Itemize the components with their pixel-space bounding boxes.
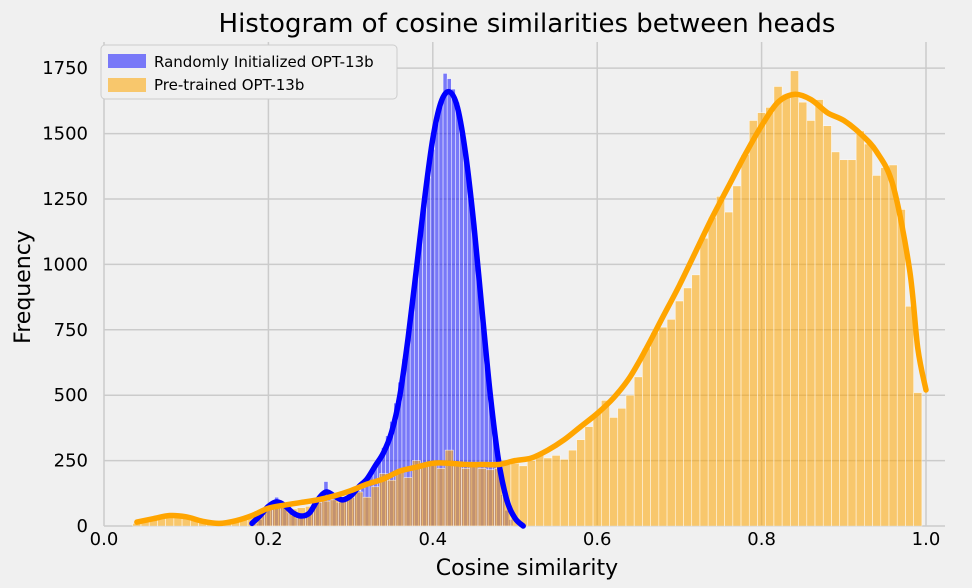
pretrained-bar [707,216,717,527]
pretrained-bar [403,477,413,527]
pretrained-bar [584,426,594,527]
pretrained-bar [568,449,577,527]
pretrained-bar [880,167,890,527]
pretrained-bar [839,159,849,527]
legend-label-random: Randomly Initialized OPT-13b [154,53,374,71]
pretrained-bar [732,185,742,527]
pretrained-bar [346,496,356,527]
y-tick-label: 1250 [42,189,88,210]
y-tick-label: 1500 [42,124,88,145]
pretrained-bar [551,455,561,527]
kde-curves [134,88,929,529]
pretrained-bar [370,486,380,527]
pretrained-bar [666,319,676,527]
pretrained-bar [650,332,660,527]
x-tick-label: 0.6 [583,529,612,550]
pretrained-bar [724,211,734,527]
pretrained-bar [872,175,882,527]
legend-swatch-pretrained [108,78,146,92]
pretrained-bar [428,462,438,527]
pretrained-bar [642,347,651,527]
pretrained-bar [617,407,627,527]
y-tick-label: 500 [54,385,88,406]
pretrained-bar [674,300,684,527]
pretrained-bar [905,305,914,527]
pretrained-bar [691,274,701,527]
pretrained-bar [633,376,643,527]
pretrained-bar [896,209,906,527]
pretrained-bar [847,159,857,527]
pretrained-bar [559,458,569,527]
pretrained-bar [740,154,750,527]
x-tick-label: 0.0 [90,529,119,550]
pretrained-bar [864,143,873,527]
pretrained-bar [395,470,405,527]
pretrained-bar [329,499,339,527]
axis-ticks: 0.0 0.2 0.4 0.6 0.8 1.0 0 250 500 750 1000 1250 1500… [42,58,940,550]
pretrained-kde-line [134,91,929,527]
pretrained-bar [453,462,462,527]
pretrained-bar [461,468,471,527]
y-axis-label: Frequency [11,230,36,344]
pretrained-bar [592,413,602,527]
pretrained-bar [683,287,693,527]
pretrained-bar [321,500,331,527]
pretrained-bars [132,70,923,527]
pretrained-bar [822,125,832,527]
pretrained-bar [354,491,364,527]
pretrained-bar [601,400,610,527]
pretrained-bar [831,151,840,527]
x-tick-label: 1.0 [912,529,941,550]
pretrained-bar [625,394,635,527]
pretrained-bar [535,455,545,527]
legend-label-pretrained: Pre-trained OPT-13b [154,76,304,94]
pretrained-bar [387,479,397,527]
pretrained-bar [609,417,619,527]
pretrained-bar [543,457,553,527]
pretrained-bar [485,469,495,527]
pretrained-bar [748,120,758,527]
pretrained-bar [781,94,791,527]
pretrained-bar [913,392,923,527]
y-tick-label: 0 [77,516,88,537]
pretrained-bar [699,237,709,527]
legend-box [100,44,398,100]
y-tick-label: 750 [54,320,88,341]
legend: Randomly Initialized OPT-13b Pre-trained… [100,44,398,100]
pretrained-bar [765,107,775,527]
pretrained-bar [888,164,898,527]
pretrained-bar [337,498,347,527]
pretrained-bar [790,70,799,527]
pretrained-bar [814,99,824,527]
pretrained-bar [420,465,429,527]
pretrained-bar [716,196,725,527]
y-tick-label: 1000 [42,254,88,275]
random-init-kde-line [249,88,526,529]
y-tick-label: 250 [54,451,88,472]
chart-title: Histogram of cosine similarities between… [219,9,836,39]
pretrained-bar [773,86,783,527]
pretrained-bar [436,468,446,527]
x-tick-label: 0.4 [418,529,447,550]
pretrained-bar [469,465,479,527]
pretrained-bar [855,130,865,527]
y-tick-label: 1750 [42,58,88,79]
pretrained-bar [362,496,372,527]
x-tick-label: 0.2 [254,529,283,550]
pretrained-bar [527,460,536,527]
pretrained-bar [518,465,528,527]
pretrained-bar [477,468,487,527]
pretrained-bar [798,101,808,527]
pretrained-bar [658,326,668,527]
pretrained-bar [576,439,586,527]
legend-swatch-random [108,54,146,68]
x-axis-label: Cosine similarity [436,556,618,581]
pretrained-bar [806,120,816,527]
pretrained-bar [757,112,767,527]
x-tick-label: 0.8 [747,529,776,550]
